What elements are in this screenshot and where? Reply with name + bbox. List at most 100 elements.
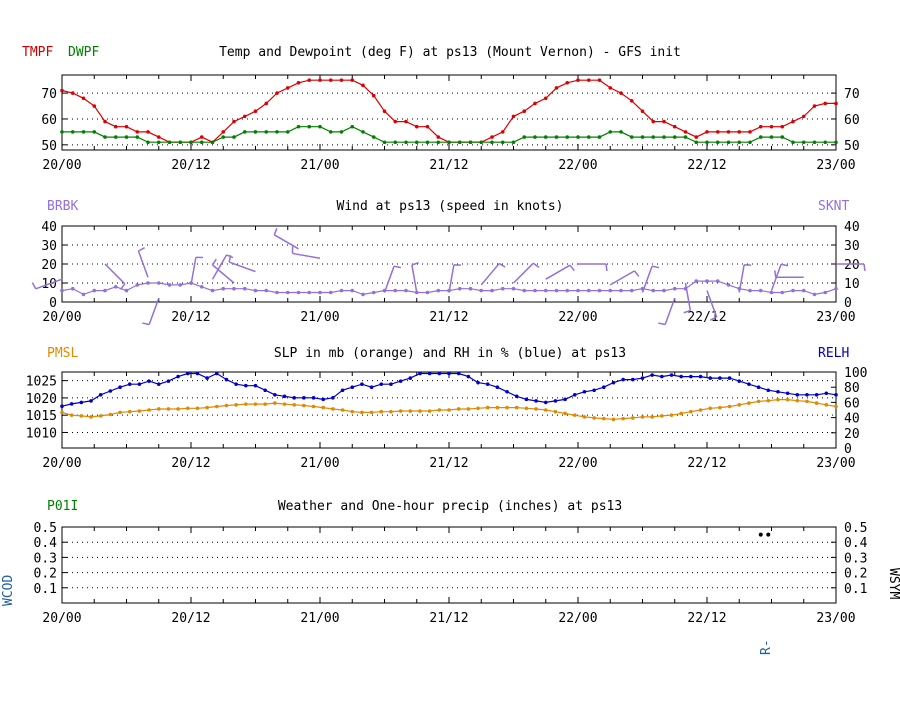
data-point-dwpf — [168, 140, 172, 144]
y-tick-label-right: 80 — [844, 381, 860, 396]
data-point-pmsl — [244, 402, 248, 406]
data-point-sknt — [82, 293, 86, 297]
data-point-tmpf — [286, 86, 290, 90]
data-point-relh — [476, 381, 480, 385]
data-point-relh — [786, 391, 790, 395]
data-point-relh — [650, 373, 654, 377]
data-point-pmsl — [496, 406, 500, 410]
data-point-relh — [70, 402, 74, 406]
data-point-sknt — [598, 289, 602, 293]
data-point-dwpf — [598, 135, 602, 139]
data-point-sknt — [135, 283, 139, 287]
data-point-sknt — [490, 289, 494, 293]
data-point-dwpf — [275, 130, 279, 134]
data-point-pmsl — [215, 405, 219, 409]
x-tick-label: 23/00 — [816, 611, 855, 626]
data-point-relh — [679, 375, 683, 379]
y-tick-label-right: 0.4 — [844, 536, 868, 551]
data-point-relh — [157, 382, 161, 386]
y-tick-label-right: 0.2 — [844, 567, 867, 582]
data-point-sknt — [114, 285, 118, 289]
data-point-tmpf — [275, 91, 279, 95]
data-point-dwpf — [823, 140, 827, 144]
x-tick-label: 21/12 — [429, 158, 468, 173]
data-point-relh — [428, 372, 432, 376]
data-point-relh — [612, 381, 616, 385]
data-point-dwpf — [82, 130, 86, 134]
data-point-pmsl — [176, 407, 180, 411]
data-point-pmsl — [467, 407, 471, 411]
data-point-pmsl — [341, 408, 345, 412]
data-point-relh — [283, 395, 287, 399]
data-point-tmpf — [684, 130, 688, 134]
y-tick-label-right: 100 — [844, 366, 867, 381]
data-point-relh — [80, 401, 84, 405]
data-point-relh — [670, 373, 674, 377]
data-point-pmsl — [157, 407, 161, 411]
data-point-relh — [196, 372, 200, 376]
data-point-dwpf — [716, 140, 720, 144]
data-point-sknt — [340, 289, 344, 293]
data-point-pmsl — [225, 404, 229, 408]
data-point-sknt — [361, 293, 365, 297]
data-point-relh — [583, 390, 587, 394]
data-point-tmpf — [393, 120, 397, 124]
wind-barb-flag — [606, 264, 607, 271]
data-point-relh — [592, 388, 596, 392]
data-point-dwpf — [318, 125, 322, 129]
data-point-relh — [825, 391, 829, 395]
data-point-relh — [234, 382, 238, 386]
data-point-relh — [602, 385, 606, 389]
data-point-tmpf — [135, 130, 139, 134]
data-point-tmpf — [372, 94, 376, 98]
x-tick-label: 21/00 — [300, 310, 339, 325]
data-point-dwpf — [146, 140, 150, 144]
data-point-relh — [621, 378, 625, 382]
data-point-relh — [273, 393, 277, 397]
dwpf-label: DWPF — [68, 45, 99, 60]
wcod-side-label: WCOD — [1, 575, 16, 606]
data-point-pmsl — [263, 402, 267, 406]
series-line-dwpf — [62, 127, 836, 143]
x-tick-label: 22/12 — [687, 158, 726, 173]
data-point-sknt — [318, 291, 322, 295]
data-point-pmsl — [205, 406, 209, 410]
data-point-pmsl — [254, 402, 258, 406]
data-point-pmsl — [525, 406, 529, 410]
data-point-sknt — [307, 291, 311, 295]
x-tick-label: 20/12 — [171, 158, 210, 173]
wind-barb-flag — [394, 266, 401, 267]
data-point-relh — [302, 396, 306, 400]
x-tick-label: 20/00 — [42, 310, 81, 325]
data-point-dwpf — [673, 135, 677, 139]
data-point-tmpf — [694, 135, 698, 139]
wind-barb-flag — [121, 284, 125, 290]
x-tick-label: 20/00 — [42, 456, 81, 471]
data-point-pmsl — [544, 408, 548, 412]
data-point-tmpf — [501, 130, 505, 134]
data-point-relh — [699, 375, 703, 379]
data-point-pmsl — [360, 411, 364, 415]
data-point-pmsl — [796, 399, 800, 403]
data-point-sknt — [436, 289, 440, 293]
data-point-pmsl — [757, 400, 761, 404]
wind-title: Wind at ps13 (speed in knots) — [337, 199, 564, 214]
data-point-dwpf — [770, 135, 774, 139]
data-point-dwpf — [103, 135, 107, 139]
data-point-tmpf — [533, 102, 537, 106]
data-point-pmsl — [409, 409, 413, 413]
data-point-sknt — [254, 289, 258, 293]
data-point-tmpf — [350, 78, 354, 82]
data-point-tmpf — [802, 115, 806, 119]
data-point-sknt — [512, 287, 516, 291]
data-point-tmpf — [318, 78, 322, 82]
data-point-tmpf — [834, 102, 838, 106]
y-tick-label-right: 60 — [844, 113, 860, 128]
data-point-dwpf — [522, 135, 526, 139]
data-point-dwpf — [286, 130, 290, 134]
wind-barb — [643, 266, 653, 292]
y-tick-label-left: 40 — [41, 220, 57, 235]
data-point-tmpf — [92, 104, 96, 108]
x-tick-label: 22/12 — [687, 310, 726, 325]
